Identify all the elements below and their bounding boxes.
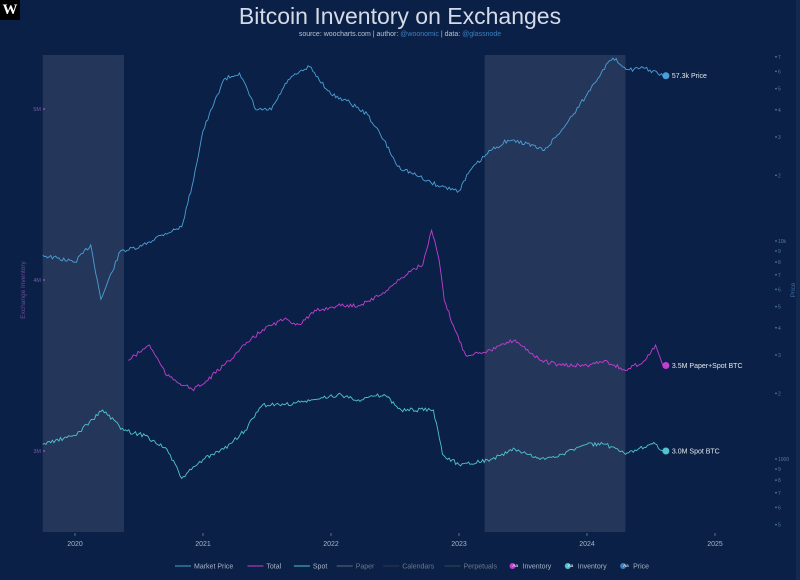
series-line-spot — [42, 392, 664, 480]
legend-badge: Aa — [513, 563, 519, 568]
right-tick-label: 5 — [778, 87, 781, 93]
legend-item-label[interactable]: Total — [266, 564, 281, 571]
left-tick — [43, 279, 45, 281]
right-tick — [775, 108, 777, 111]
right-tick — [775, 326, 777, 329]
legend-item-label[interactable]: Inventory — [523, 564, 552, 571]
series-line-market-price — [42, 57, 664, 301]
legend-dot — [509, 563, 516, 569]
right-tick — [775, 392, 777, 395]
right-tick-label: 6 — [778, 287, 781, 293]
series-end-marker — [662, 447, 670, 455]
right-tick-label: 2 — [778, 391, 781, 397]
x-tick-label: 2025 — [707, 541, 723, 548]
right-tick-label: 5 — [778, 305, 781, 311]
legend-dot — [620, 563, 627, 569]
right-tick — [775, 136, 777, 138]
chart-subtitle: source: woocharts.com | author: @woonomi… — [0, 31, 800, 38]
right-tick-label: 6 — [778, 69, 781, 75]
source-value: woocharts.com — [323, 31, 371, 38]
right-tick-label: 3 — [778, 135, 781, 141]
left-tick-label: 3M — [33, 449, 41, 455]
right-tick-label: 10k — [778, 239, 787, 245]
legend-badge: Aa — [623, 563, 629, 568]
right-tick-label: 1000 — [778, 457, 789, 463]
right-tick-label: 8 — [778, 260, 781, 266]
series-end-marker — [662, 72, 670, 80]
right-tick-label: 6 — [778, 505, 781, 511]
right-tick — [775, 55, 777, 58]
right-tick — [775, 288, 777, 291]
legend-item-label[interactable]: Market Price — [194, 564, 233, 571]
right-tick-label: 5 — [778, 523, 781, 529]
right-tick — [775, 250, 777, 252]
left-tick — [43, 108, 45, 110]
right-tick-label: 7 — [778, 491, 781, 497]
right-tick-label: 9 — [778, 249, 781, 255]
scrollbar-edge — [796, 0, 800, 580]
right-tick — [775, 523, 777, 526]
right-tick-label: 4 — [778, 108, 781, 114]
right-tick-label: 4 — [778, 326, 781, 332]
legend-item-label[interactable]: Inventory — [578, 564, 607, 571]
right-axis-title: Price — [790, 282, 797, 297]
right-tick — [775, 491, 777, 494]
right-tick — [775, 479, 777, 482]
author-link[interactable]: @woonomic — [400, 31, 439, 38]
right-tick-label: 7 — [778, 273, 781, 279]
right-tick — [775, 273, 777, 276]
right-tick-label: 9 — [778, 467, 781, 473]
right-tick — [775, 240, 777, 242]
series-line-total — [127, 228, 664, 392]
right-tick-label: 8 — [778, 478, 781, 484]
data-link[interactable]: @glassnode — [462, 31, 502, 38]
author-label: | author: — [372, 31, 399, 38]
right-tick — [775, 70, 777, 73]
right-tick — [775, 87, 777, 90]
data-label: | data: — [440, 31, 461, 38]
source-label: source: — [298, 31, 322, 38]
legend-dot — [564, 563, 571, 569]
right-tick — [775, 458, 777, 460]
x-tick-label: 2023 — [451, 541, 467, 548]
left-tick-label: 4M — [33, 278, 41, 284]
series-end-label: 3.5M Paper+Spot BTC — [672, 363, 743, 370]
x-tick-label: 2021 — [195, 541, 211, 548]
left-tick-label: 5M — [33, 107, 41, 113]
legend-item-label[interactable]: Paper — [356, 564, 375, 571]
x-tick-label: 2020 — [67, 541, 83, 548]
right-tick — [775, 174, 777, 177]
series-end-label: 3.0M Spot BTC — [672, 449, 720, 456]
legend-item-label[interactable]: Perpetuals — [464, 564, 498, 571]
x-tick-label: 2022 — [323, 541, 339, 548]
series-end-marker — [662, 362, 670, 369]
right-tick-label: 7 — [778, 55, 781, 61]
right-tick — [775, 354, 777, 356]
x-tick-label: 2024 — [579, 541, 595, 548]
legend-badge: Aa — [568, 563, 574, 568]
left-axis-title: Exchange Inventory — [20, 261, 27, 319]
right-tick — [775, 261, 777, 264]
legend-item-label[interactable]: Price — [633, 564, 649, 571]
shaded-period — [484, 55, 626, 532]
legend-item-label[interactable]: Calendars — [402, 564, 434, 571]
right-tick-label: 2 — [778, 173, 781, 179]
shaded-period — [42, 55, 124, 532]
right-tick-label: 3 — [778, 353, 781, 359]
legend-item-label[interactable]: Spot — [313, 564, 327, 571]
left-tick — [43, 450, 45, 452]
right-tick — [775, 506, 777, 509]
chart-title: Bitcoin Inventory on Exchanges — [238, 3, 562, 29]
right-tick — [775, 468, 777, 470]
right-tick — [775, 305, 777, 308]
woocharts-logo: W — [0, 0, 20, 20]
series-end-label: 57.3k Price — [672, 73, 707, 80]
